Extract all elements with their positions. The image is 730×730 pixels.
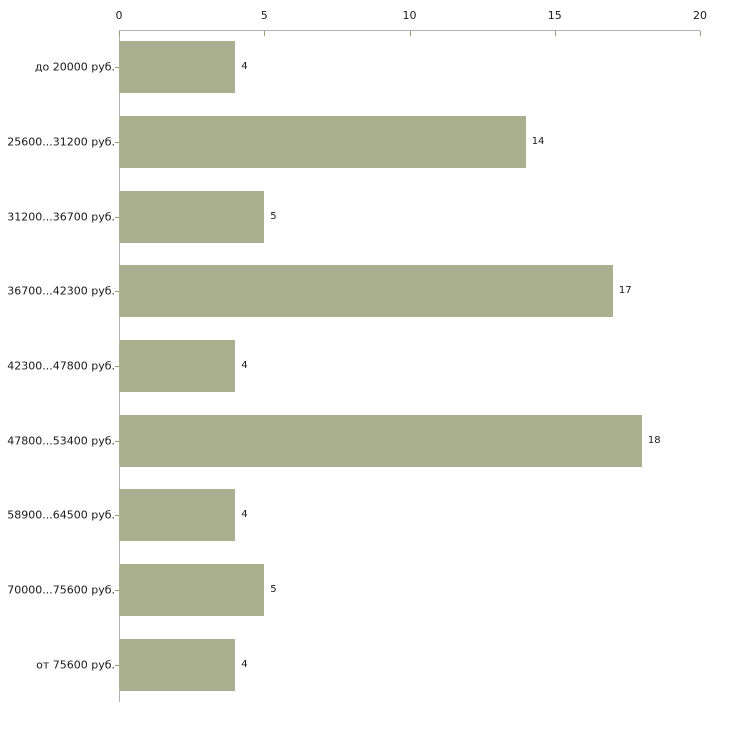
y-tick (115, 590, 120, 591)
x-axis-line (119, 30, 700, 31)
x-tick-label: 15 (547, 9, 562, 22)
y-tick (115, 366, 120, 367)
y-tick (115, 291, 120, 292)
x-tick (700, 31, 701, 36)
x-tick-label: 5 (260, 9, 268, 22)
y-tick (115, 665, 120, 666)
category-label: 36700...42300 руб. (7, 284, 115, 298)
bar-value-label: 4 (241, 61, 248, 73)
bar[interactable] (119, 414, 642, 467)
bar-value-label: 4 (241, 658, 248, 670)
category-label: 31200...36700 руб. (7, 210, 115, 224)
x-tick (119, 31, 120, 36)
category-label: 47800...53400 руб. (7, 434, 115, 448)
bar[interactable] (119, 564, 265, 616)
category-label: 25600...31200 руб. (7, 135, 115, 149)
bar-value-label: 14 (531, 136, 545, 147)
category-label: 70000...75600 руб. (7, 583, 115, 597)
category-label: 42300...47800 руб. (7, 359, 115, 373)
x-tick-label: 0 (115, 9, 123, 22)
bar-value-label: 17 (618, 285, 632, 297)
bar[interactable] (119, 265, 613, 318)
bar-value-label: 4 (241, 509, 248, 521)
y-tick (115, 515, 120, 516)
category-label: 58900...64500 руб. (7, 508, 115, 522)
x-tick (554, 31, 556, 36)
plot-area: 4 14 5 17 4 18 4 5 4 (119, 30, 700, 702)
x-tick (264, 31, 266, 36)
x-tick-label: 10 (402, 9, 417, 22)
category-label: от 75600 руб. (36, 658, 115, 672)
y-tick (115, 67, 120, 68)
y-tick (115, 217, 120, 218)
x-tick-label: 20 (693, 9, 707, 22)
bar[interactable] (119, 190, 265, 243)
bar-value-label: 4 (241, 360, 248, 371)
bar[interactable] (119, 340, 236, 392)
bar-value-label: 18 (647, 434, 661, 446)
x-tick (409, 31, 411, 36)
y-tick (115, 142, 120, 143)
category-label: до 20000 руб. (34, 60, 115, 74)
bar[interactable] (119, 116, 526, 168)
bar-value-label: 5 (270, 210, 277, 222)
y-tick (115, 441, 120, 442)
bar-value-label: 5 (270, 584, 277, 595)
bar[interactable] (119, 638, 236, 691)
bar[interactable] (119, 41, 236, 94)
bar[interactable] (119, 489, 236, 542)
